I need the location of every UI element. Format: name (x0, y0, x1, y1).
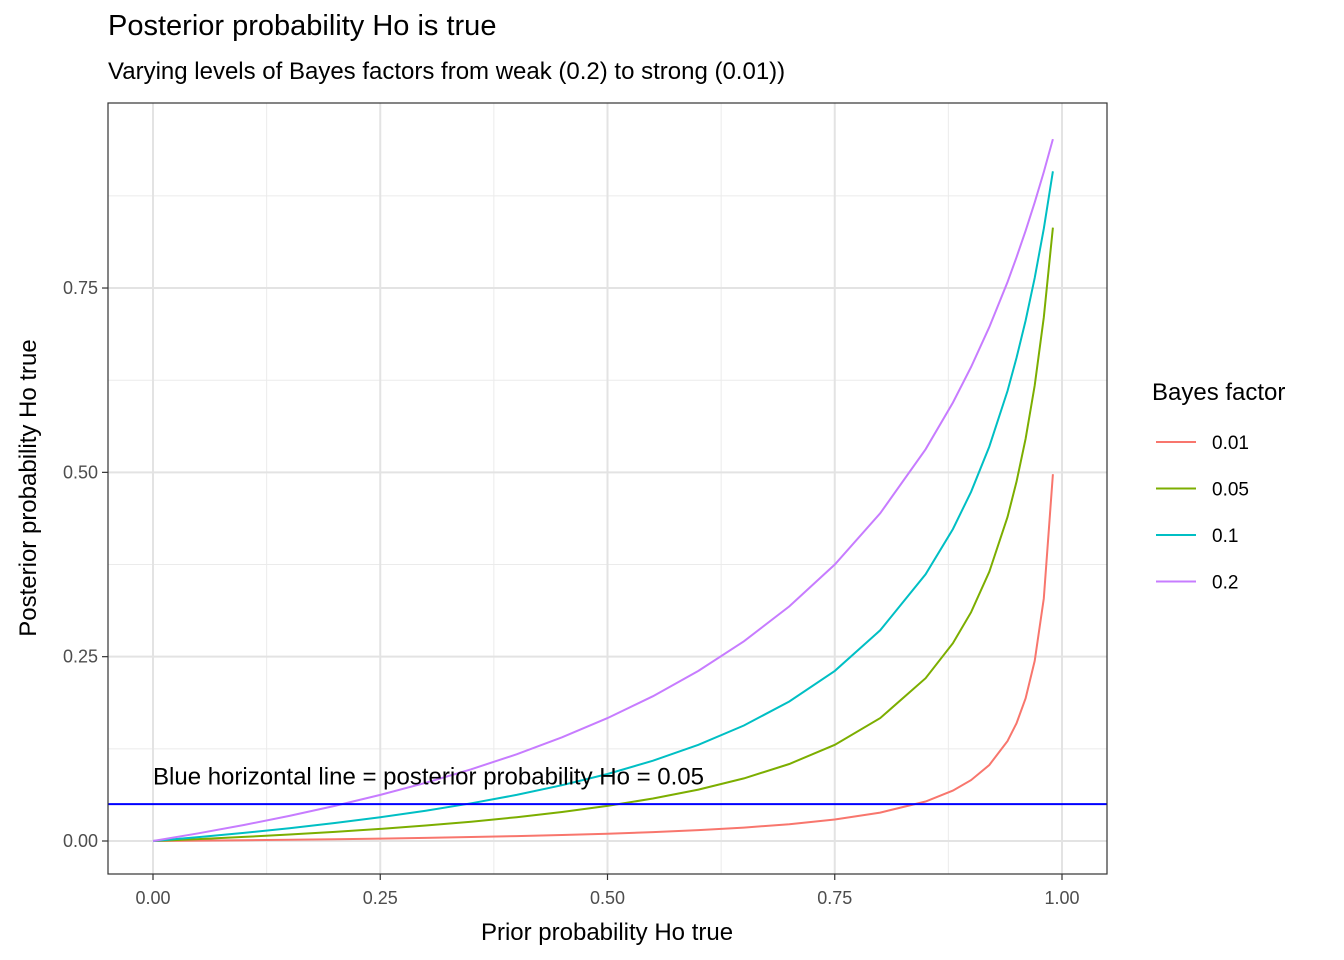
annotation-text: Blue horizontal line = posterior probabi… (153, 764, 704, 791)
series-line-0.01 (152, 474, 1054, 842)
y-tick-label: 0.75 (63, 278, 98, 298)
y-tick-label: 0.25 (63, 647, 98, 667)
chart-title: Posterior probability Ho is true (108, 10, 497, 42)
series-line-0.1 (152, 171, 1054, 842)
series-line-0.2 (152, 138, 1054, 842)
x-tick-label: 0.50 (590, 888, 625, 908)
chart-subtitle: Varying levels of Bayes factors from wea… (108, 58, 786, 85)
x-tick-label: 0.75 (817, 888, 852, 908)
legend-label: 0.01 (1212, 433, 1249, 454)
legend-label: 0.05 (1212, 480, 1249, 501)
y-tick-label: 0.00 (63, 831, 98, 851)
x-tick-label: 1.00 (1044, 888, 1079, 908)
x-tick-label: 0.25 (363, 888, 398, 908)
legend-label: 0.1 (1212, 526, 1238, 547)
x-tick-label: 0.00 (135, 888, 170, 908)
x-axis-label: Prior probability Ho true (481, 919, 733, 946)
legend-title: Bayes factor (1152, 379, 1285, 406)
series-line-0.05 (152, 227, 1054, 842)
y-axis-label: Posterior probability Ho true (15, 339, 42, 636)
legend-label: 0.2 (1212, 573, 1238, 594)
legend: Bayes factor 0.01 0.05 0.1 0.2 (1152, 379, 1285, 594)
y-tick-label: 0.50 (63, 462, 98, 482)
